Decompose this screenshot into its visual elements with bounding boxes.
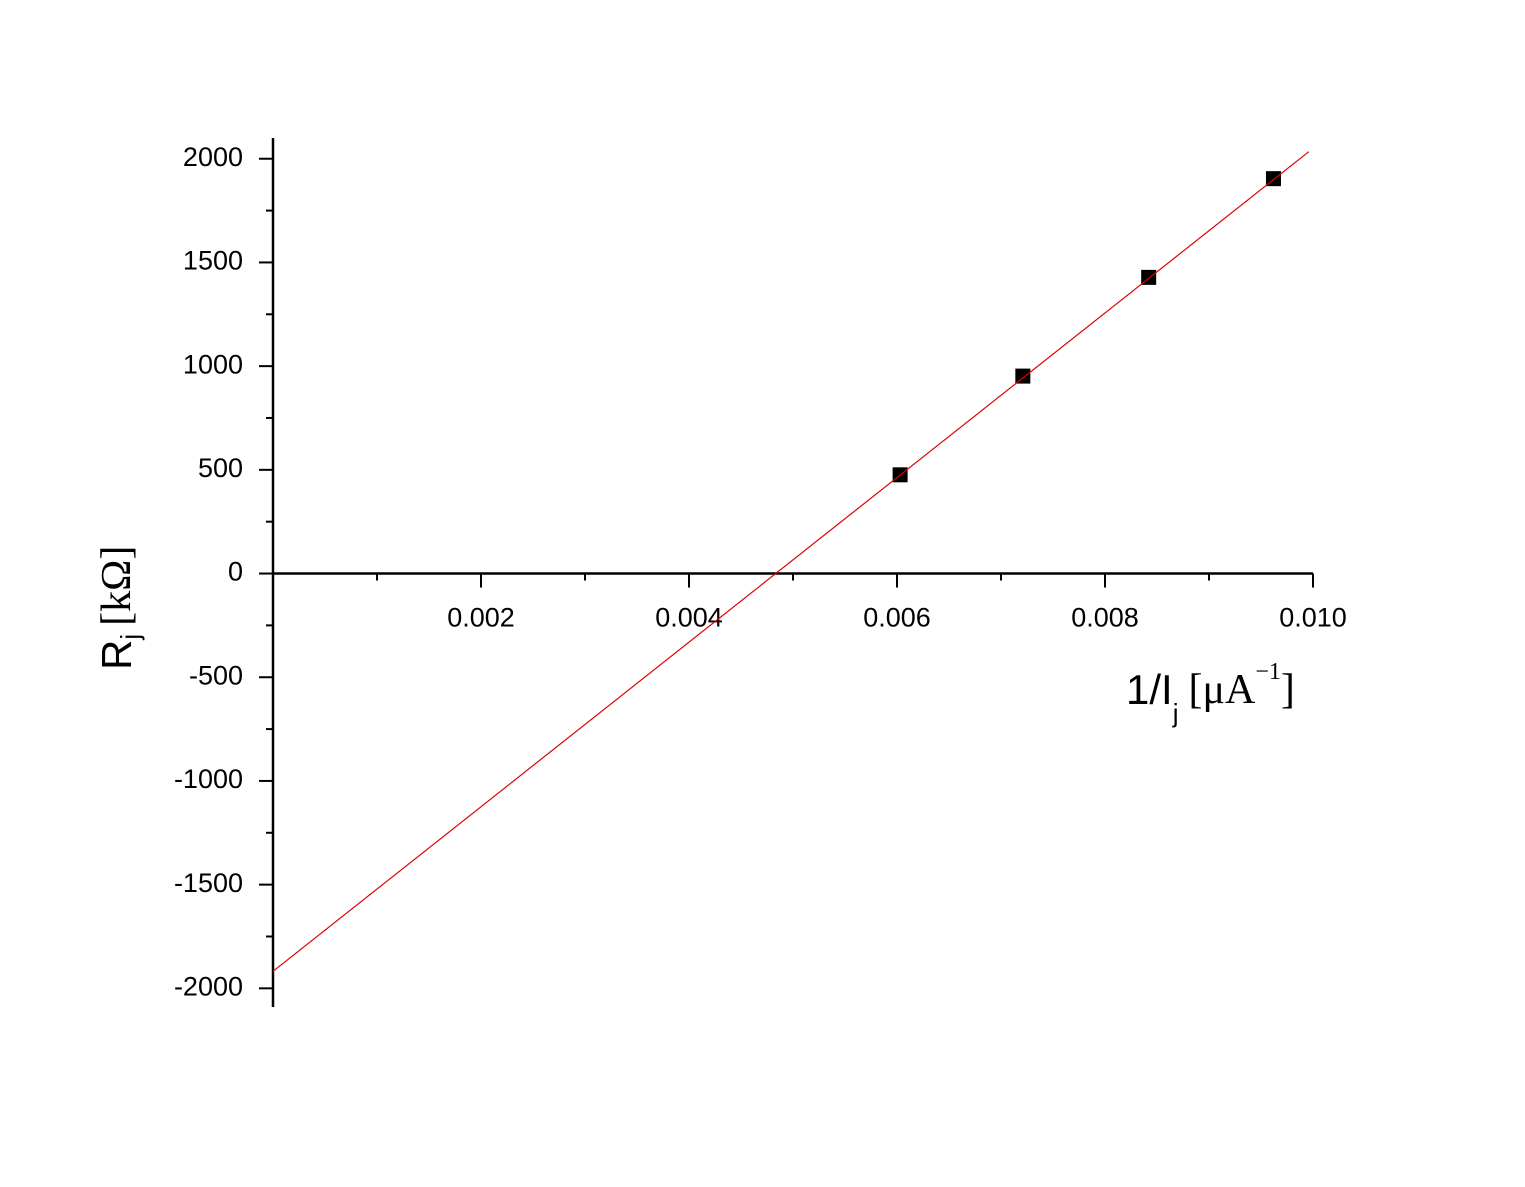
x-tick-label: 0.004 <box>655 603 723 633</box>
x-tick-label: 0.002 <box>447 603 515 633</box>
y-label-main: R <box>93 640 140 670</box>
y-label-unit: [kΩ] <box>94 546 140 626</box>
x-tick-label: 0.008 <box>1071 603 1139 633</box>
x-label-close: ] <box>1281 667 1295 713</box>
data-point <box>1015 368 1031 384</box>
y-tick-label: 1000 <box>183 349 243 379</box>
y-axis-label: Rj [kΩ] <box>93 546 145 670</box>
y-tick-label: 500 <box>198 453 243 483</box>
y-tick-label: -2000 <box>174 971 243 1001</box>
y-tick-label: -500 <box>189 660 243 690</box>
x-tick-label: 0.010 <box>1279 603 1347 633</box>
x-label-sub: j <box>1172 698 1179 728</box>
y-tick-label: 0 <box>228 557 243 587</box>
y-tick-label: 2000 <box>183 142 243 172</box>
y-tick-label: -1500 <box>174 868 243 898</box>
x-tick-label: 0.006 <box>863 603 931 633</box>
fit-line <box>272 151 1310 972</box>
y-tick-label: -1000 <box>174 764 243 794</box>
x-label-main: 1/I <box>1126 666 1173 713</box>
y-label-sub: j <box>115 634 145 641</box>
x-label-unit: [μA <box>1188 667 1256 713</box>
y-tick-label: 1500 <box>183 246 243 276</box>
x-label-sup: −1 <box>1255 659 1281 685</box>
x-axis-label: 1/Ij [μA−1] <box>1126 659 1295 728</box>
